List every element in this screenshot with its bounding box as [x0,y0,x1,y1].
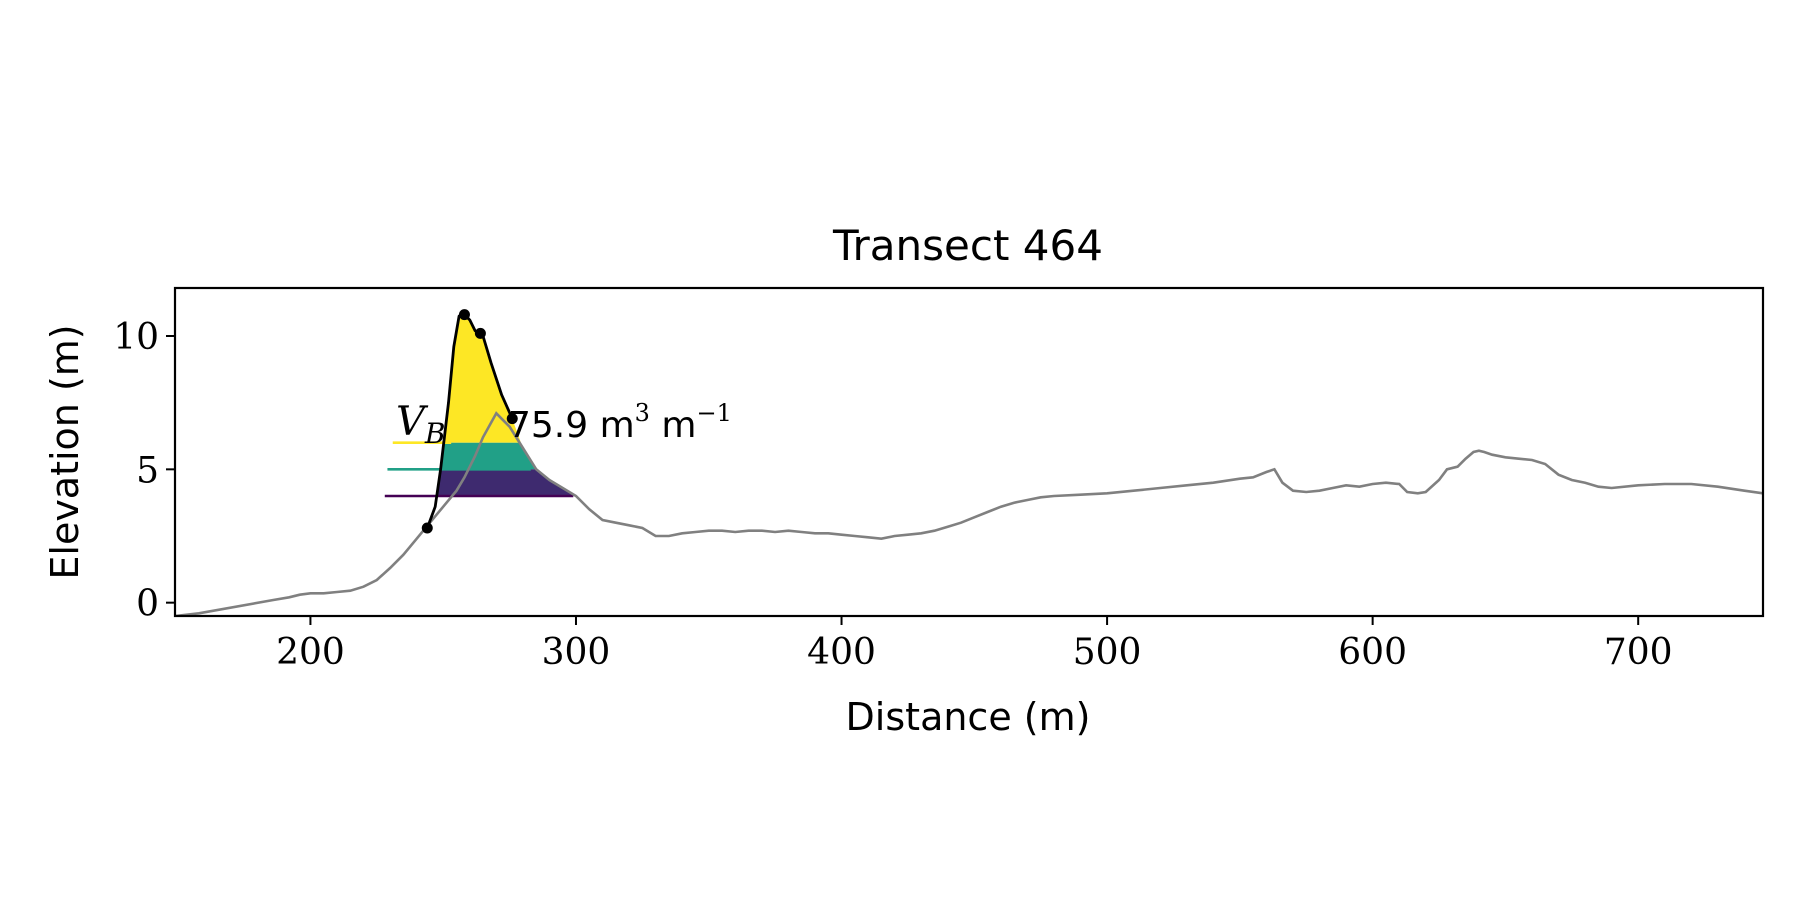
annotation-unit-mid: m [650,405,697,446]
x-tick-label: 600 [1338,632,1407,673]
y-tick-label: 5 [136,450,159,491]
x-axis: 200 300 400 500 600 700 [276,616,1673,673]
chart-title: Transect 464 [832,221,1103,270]
svg-text:VB: VB [396,399,445,450]
y-axis-label: Elevation (m) [43,324,87,579]
annotation-exp1: 3 [635,399,650,427]
annotation-subscript: B [424,417,446,450]
y-axis: 0 5 10 [113,317,175,625]
plot-area [175,309,1763,616]
y-tick-label: 0 [136,584,159,625]
svg-text:75.9 m3 m−1: 75.9 m3 m−1 [508,399,732,446]
dune-point-marker [458,309,470,321]
volume-annotation: VB 75.9 m3 m−1 [396,399,732,450]
dune-point-marker [421,522,433,534]
x-axis-label: Distance (m) [846,695,1091,739]
profile-line [175,411,1763,616]
volume-band-1 [440,442,537,470]
x-tick-label: 300 [542,632,611,673]
annotation-value: 75.9 m [508,405,635,446]
axes-frame [173,286,1765,618]
volume-band-2 [436,469,576,496]
x-tick-label: 200 [276,632,345,673]
volume-band-0 [443,314,521,443]
annotation-exp2: −1 [696,399,731,427]
x-tick-label: 700 [1604,632,1673,673]
x-tick-label: 400 [807,632,876,673]
dune-point-marker [506,413,518,425]
dune-point-marker [474,327,486,339]
annotation-symbol: V [396,399,429,445]
x-tick-label: 500 [1073,632,1142,673]
y-tick-label: 10 [113,317,159,358]
